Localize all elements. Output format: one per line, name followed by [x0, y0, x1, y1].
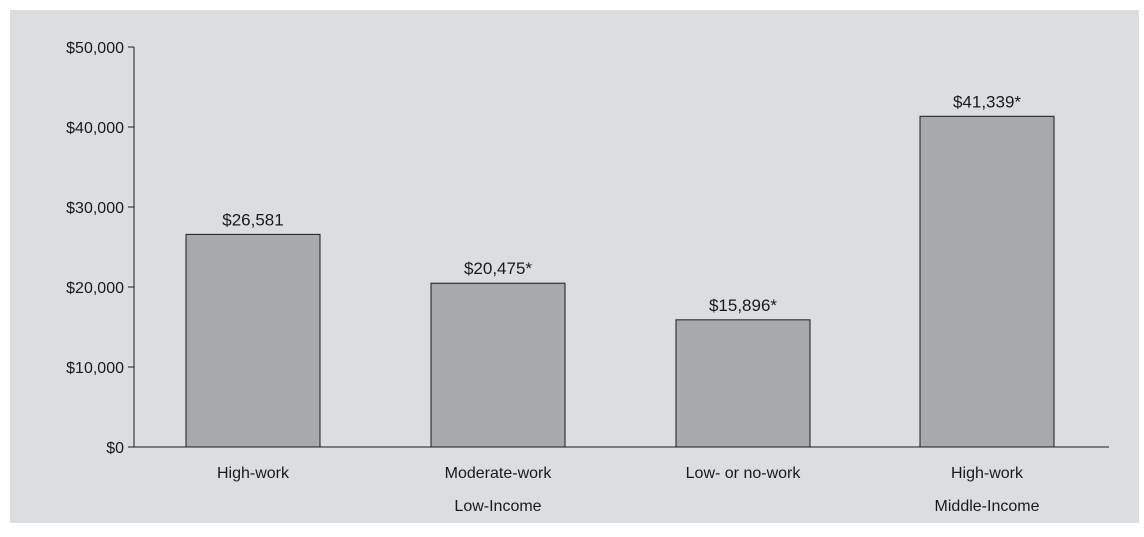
bar-chart: $0 $10,000 $20,000 $30,000 $40,000 $50,000 $2…	[66, 40, 1109, 515]
y-tick-label: $30,000	[66, 200, 124, 217]
category-labels: High-work Moderate-work Low- or no-work Hig…	[217, 465, 1024, 482]
bar	[675, 319, 811, 448]
y-tick-label: $50,000	[66, 40, 124, 57]
bar	[919, 115, 1055, 448]
bars	[185, 115, 1055, 448]
bar-data-label: $26,581	[222, 210, 283, 229]
x-category-label: Low- or no-work	[686, 465, 802, 482]
y-tick-label: $20,000	[66, 280, 124, 297]
x-group-label: Low-Income	[454, 498, 541, 515]
x-category-label: High-work	[217, 465, 290, 482]
x-category-label: High-work	[951, 465, 1024, 482]
bar-data-label: $41,339*	[953, 92, 1021, 111]
bar	[430, 282, 566, 448]
bar-data-label: $20,475*	[464, 259, 532, 278]
x-group-label: Middle-Income	[935, 498, 1040, 515]
bar	[185, 233, 321, 448]
y-tick-label: $10,000	[66, 360, 124, 377]
y-tick-label: $40,000	[66, 120, 124, 137]
x-category-label: Moderate-work	[445, 465, 553, 482]
bar-data-label: $15,896*	[709, 296, 777, 315]
y-tick-label: $0	[106, 440, 124, 457]
bar-data-labels: $26,581 $20,475* $15,896* $41,339*	[222, 92, 1021, 315]
y-axis-ticks: $0 $10,000 $20,000 $30,000 $40,000 $50,000	[66, 40, 134, 457]
chart-panel: $0 $10,000 $20,000 $30,000 $40,000 $50,000 $2…	[10, 10, 1139, 523]
group-labels: Low-Income Middle-Income	[454, 498, 1039, 515]
